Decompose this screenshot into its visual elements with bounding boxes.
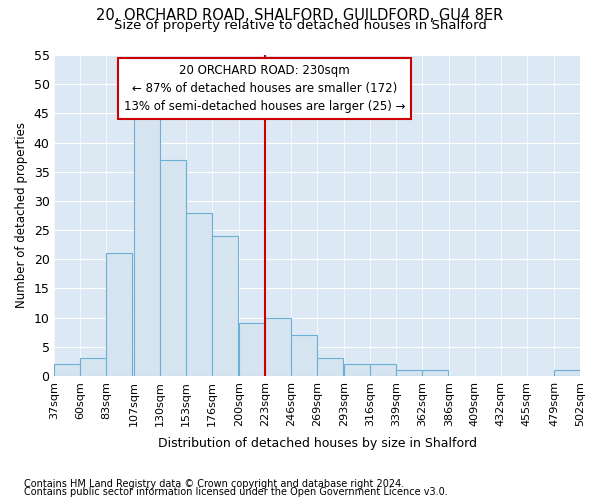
Text: Contains HM Land Registry data © Crown copyright and database right 2024.: Contains HM Land Registry data © Crown c… [24,479,404,489]
Bar [344,364,370,376]
Bar [554,370,580,376]
Bar [265,318,290,376]
Text: 20, ORCHARD ROAD, SHALFORD, GUILDFORD, GU4 8ER: 20, ORCHARD ROAD, SHALFORD, GUILDFORD, G… [97,8,503,22]
X-axis label: Distribution of detached houses by size in Shalford: Distribution of detached houses by size … [158,437,477,450]
Bar [396,370,422,376]
Bar [422,370,448,376]
Bar [370,364,396,376]
Bar [317,358,343,376]
Bar [212,236,238,376]
Bar [106,254,133,376]
Text: Contains public sector information licensed under the Open Government Licence v3: Contains public sector information licen… [24,487,448,497]
Text: Size of property relative to detached houses in Shalford: Size of property relative to detached ho… [113,19,487,32]
Bar [290,335,317,376]
Y-axis label: Number of detached properties: Number of detached properties [15,122,28,308]
Bar [55,364,80,376]
Bar [134,108,160,376]
Bar [160,160,185,376]
Bar [80,358,106,376]
Text: 20 ORCHARD ROAD: 230sqm
← 87% of detached houses are smaller (172)
13% of semi-d: 20 ORCHARD ROAD: 230sqm ← 87% of detache… [124,64,406,113]
Bar [239,324,265,376]
Bar [185,212,212,376]
